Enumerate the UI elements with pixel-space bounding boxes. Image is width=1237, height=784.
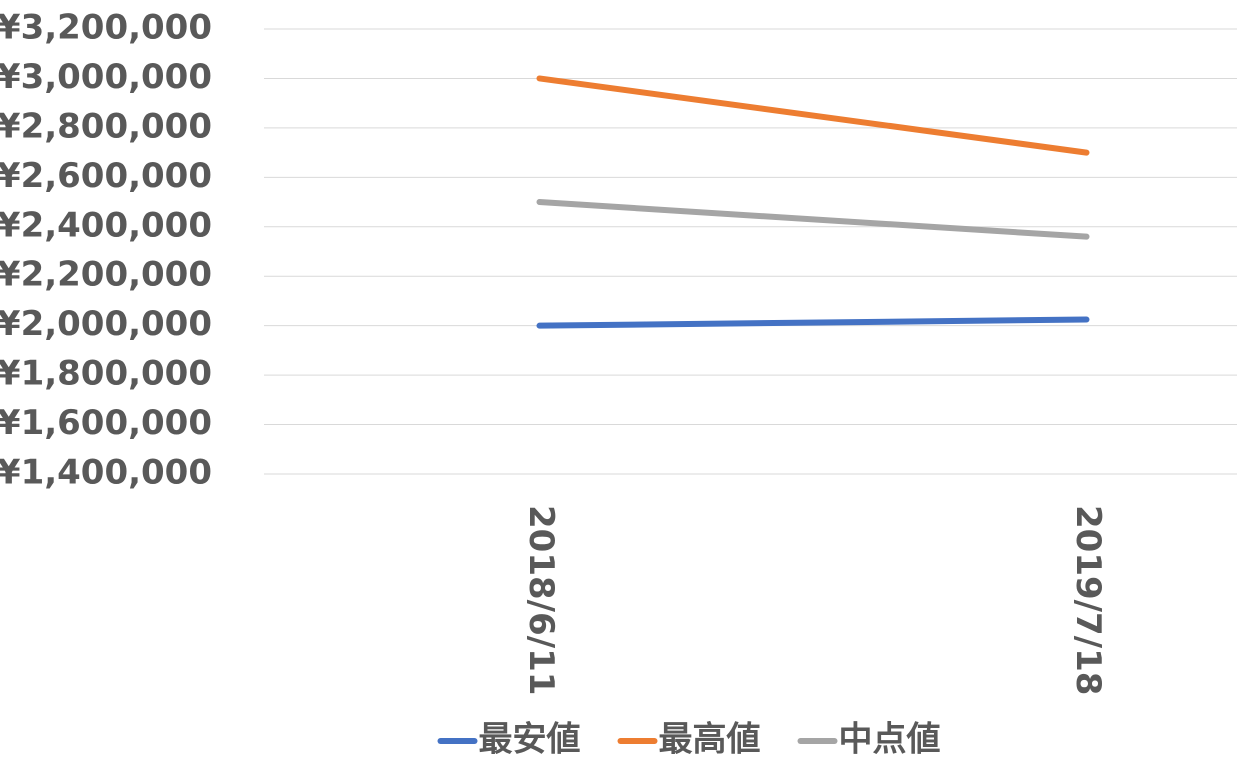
y-tick-label: ¥1,800,000 <box>0 354 212 394</box>
data-line <box>536 316 1090 329</box>
y-tick-label: ¥2,200,000 <box>0 255 212 295</box>
x-tick-label: 2019/7/18 <box>1068 505 1108 695</box>
legend-label: 最安値 <box>479 720 581 760</box>
y-tick-label: ¥2,000,000 <box>0 304 212 344</box>
data-line <box>536 199 1090 240</box>
y-tick-label: ¥2,600,000 <box>0 156 212 196</box>
y-tick-label: ¥1,600,000 <box>0 403 212 443</box>
legend-label: 最高値 <box>659 720 761 760</box>
y-tick-label: ¥1,400,000 <box>0 453 212 493</box>
y-tick-label: ¥3,200,000 <box>0 8 212 48</box>
data-line <box>536 75 1090 156</box>
legend-label: 中点値 <box>839 720 941 760</box>
y-tick-label: ¥2,800,000 <box>0 106 212 146</box>
x-tick-label: 2018/6/11 <box>521 505 561 695</box>
y-tick-label: ¥2,400,000 <box>0 205 212 245</box>
y-tick-label: ¥3,000,000 <box>0 57 212 97</box>
